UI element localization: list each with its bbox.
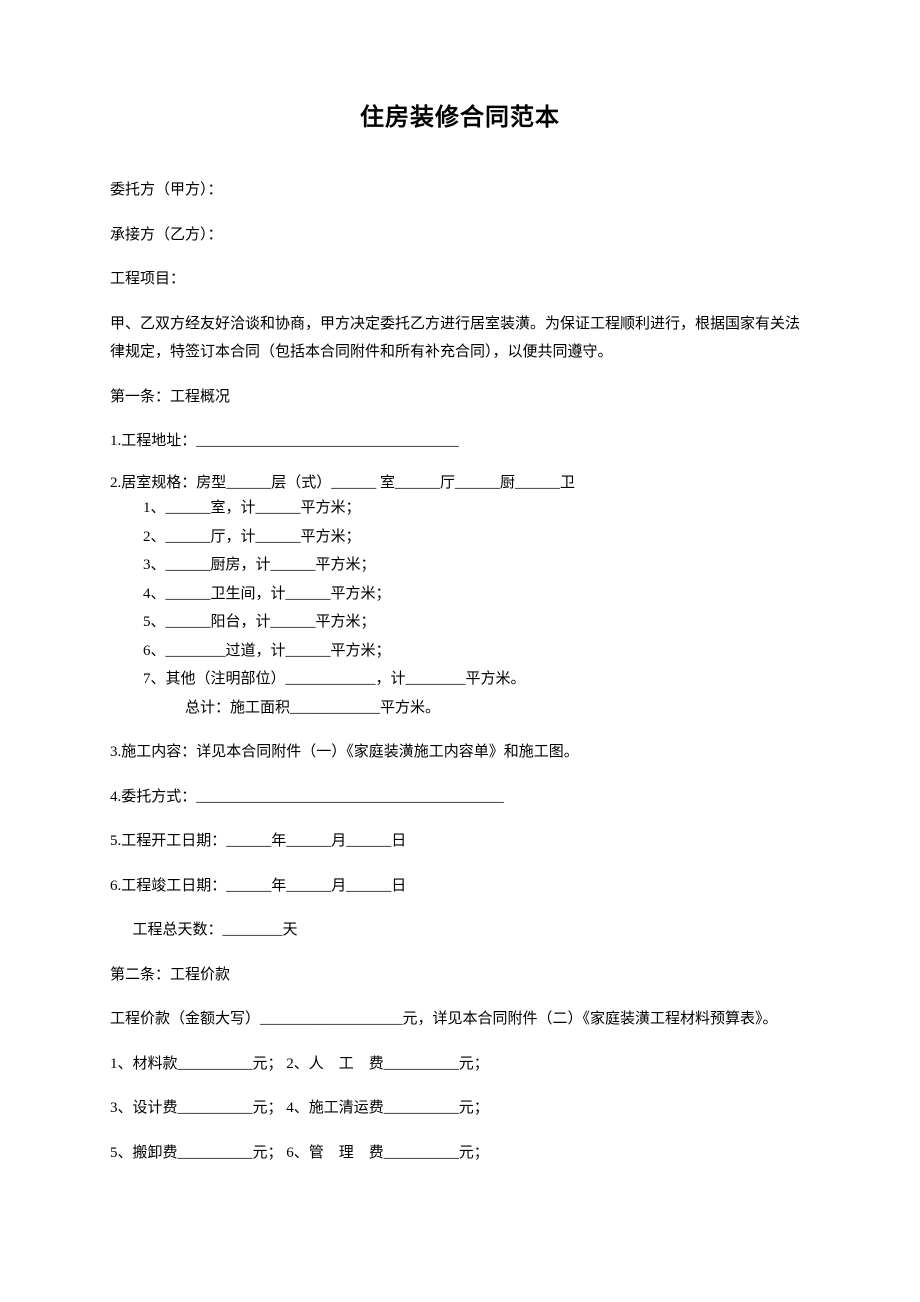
a1-2-sub-7: 7、其他（注明部位）____________，计________平方米。 <box>110 665 810 694</box>
a1-item-2-head: 2.居室规格：房型______层（式）______ 室______厅______… <box>110 472 810 495</box>
a1-2-sub-5: 5、______阳台，计______平方米； <box>110 608 810 637</box>
party-a-line: 委托方（甲方）： <box>110 176 810 205</box>
a1-item-3: 3.施工内容：详见本合同附件（一）《家庭装潢施工内容单》和施工图。 <box>110 738 810 767</box>
a1-2-sub-6: 6、________过道，计______平方米； <box>110 637 810 666</box>
a1-item-5: 5.工程开工日期：______年______月______日 <box>110 827 810 856</box>
a2-row-2: 3、设计费__________元； 4、施工清运费__________元； <box>110 1094 810 1123</box>
a1-item-1: 1.工程地址：_________________________________… <box>110 427 810 456</box>
intro-paragraph: 甲、乙双方经友好洽谈和协商，甲方决定委托乙方进行居室装潢。为保证工程顺利进行，根… <box>110 310 810 367</box>
a1-item-2-block: 2.居室规格：房型______层（式）______ 室______厅______… <box>110 472 810 723</box>
article1-heading: 第一条：工程概况 <box>110 383 810 412</box>
a1-days: 工程总天数：________天 <box>110 916 810 945</box>
a1-2-sub-4: 4、______卫生间，计______平方米； <box>110 580 810 609</box>
document-title: 住房装修合同范本 <box>110 100 810 136</box>
article2-heading: 第二条：工程价款 <box>110 961 810 990</box>
a1-2-total: 总计：施工面积____________平方米。 <box>110 694 810 723</box>
a2-row-1: 1、材料款__________元； 2、人 工 费__________元； <box>110 1050 810 1079</box>
a1-2-sub-1: 1、______室，计______平方米； <box>110 494 810 523</box>
a1-2-sub-2: 2、______厅，计______平方米； <box>110 523 810 552</box>
a1-item-6: 6.工程竣工日期：______年______月______日 <box>110 872 810 901</box>
a2-intro: 工程价款（金额大写）___________________元，详见本合同附件（二… <box>110 1005 810 1034</box>
project-line: 工程项目： <box>110 265 810 294</box>
party-b-line: 承接方（乙方）： <box>110 221 810 250</box>
a1-2-sub-3: 3、______厨房，计______平方米； <box>110 551 810 580</box>
a2-row-3: 5、搬卸费__________元； 6、管 理 费__________元； <box>110 1139 810 1168</box>
a1-item-4: 4.委托方式：_________________________________… <box>110 783 810 812</box>
